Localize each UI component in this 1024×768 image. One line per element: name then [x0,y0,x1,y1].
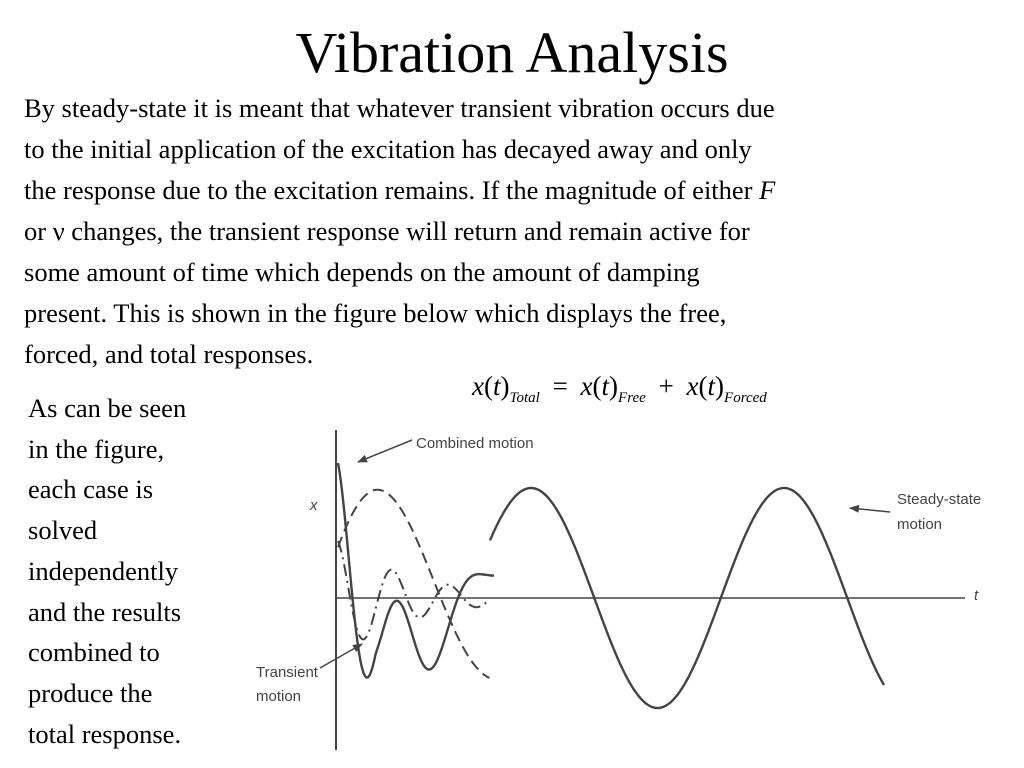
vibration-plot: x t Combined motion Steady-state motion … [256,430,981,750]
transient-motion-dashdot-curve [337,540,491,641]
subscript-total: Total [509,390,540,406]
paragraph-line: the response due to the excitation remai… [24,175,776,205]
paragraph-line: present. This is shown in the figure bel… [24,298,727,328]
transient-motion-label-line-2: motion [256,688,301,705]
transient-motion-arrow [319,643,363,669]
side-note-line: total response. [28,718,182,749]
side-note-line: each case is [28,474,154,505]
body-paragraph: By steady-state it is meant that whateve… [24,88,1004,375]
steady-state-curve [488,486,886,710]
subscript-forced: Forced [724,390,767,406]
paragraph-line: or ν changes, the transient response wil… [24,216,750,246]
side-note-line: combined to [28,637,160,668]
paragraph-line: forced, and total responses. [24,339,314,369]
steady-state-label-line-1: Steady-state [897,491,981,508]
slide-title: Vibration Analysis [295,20,729,85]
x-axis-label: t [974,587,979,604]
side-note: As can be seen in the figure, each case … [28,388,248,754]
forced-response-dashed-curve [337,488,490,679]
side-note-line: independently [28,555,179,586]
combined-motion-arrow [357,439,413,463]
vibration-figure: x t Combined motion Steady-state motion … [240,418,1024,758]
force-symbol: F [759,175,776,205]
y-axis-label: x [309,497,318,514]
side-note-line: in the figure, [28,433,165,464]
response-equation: x(t)Total = x(t)Free + x(t)Forced [472,371,767,406]
transient-motion-label-line-1: Transient [256,664,319,681]
side-note-line: and the results [28,596,182,627]
combined-motion-curve [336,462,494,679]
side-note-line: solved [28,515,98,546]
subscript-free: Free [618,390,646,406]
paragraph-line: to the initial application of the excita… [24,134,752,164]
steady-state-label-line-2: motion [897,516,942,533]
steady-state-arrow [849,504,891,513]
combined-motion-label: Combined motion [416,435,534,452]
side-note-line: produce the [28,677,153,708]
paragraph-line: some amount of time which depends on the… [24,257,700,287]
side-note-line: As can be seen [28,393,187,423]
paragraph-line: By steady-state it is meant that whateve… [24,93,775,123]
